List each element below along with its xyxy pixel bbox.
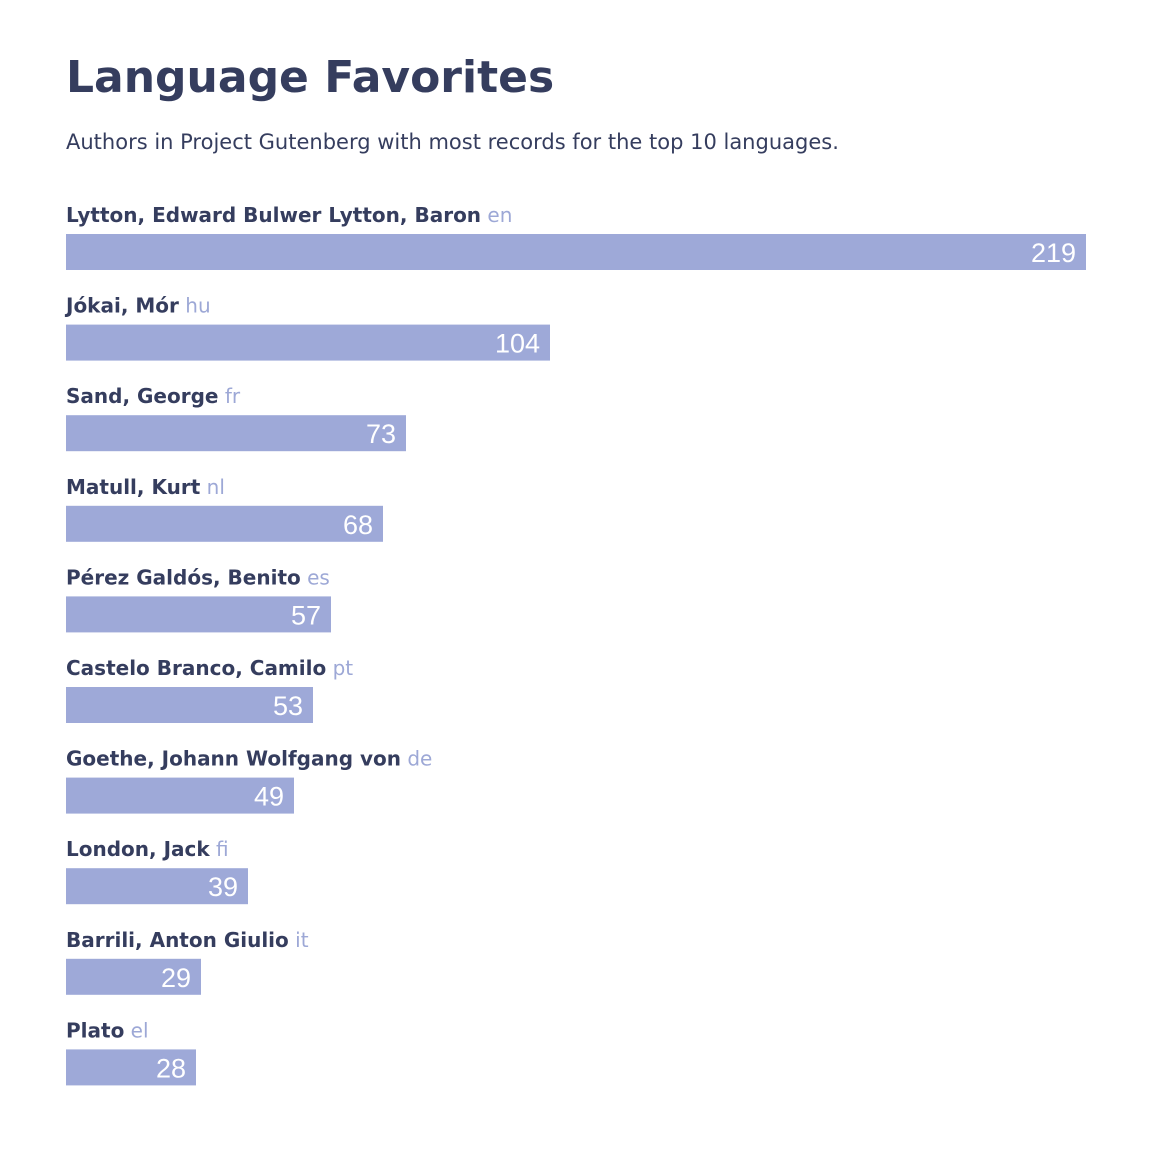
category-label: Castelo Branco, Camilo pt (66, 656, 353, 680)
value-label: 39 (208, 872, 238, 902)
bar-group-0: Lytton, Edward Bulwer Lytton, Baron en 21… (66, 203, 1086, 270)
value-label: 73 (366, 419, 396, 449)
category-label: Goethe, Johann Wolfgang von de (66, 747, 432, 771)
value-label: 104 (495, 329, 540, 359)
author-name: Plato (66, 1018, 124, 1042)
language-code: de (401, 747, 432, 771)
language-code: hu (179, 294, 211, 318)
category-label: Matull, Kurt nl (66, 475, 225, 499)
category-label: Lytton, Edward Bulwer Lytton, Baron en (66, 203, 512, 227)
bar-group-5: Castelo Branco, Camilo pt 53 (66, 656, 353, 723)
language-code: fi (210, 837, 229, 861)
value-label: 49 (254, 782, 284, 812)
category-label: Pérez Galdós, Benito es (66, 565, 330, 589)
value-label: 68 (343, 510, 373, 540)
author-name: Lytton, Edward Bulwer Lytton, Baron (66, 203, 481, 227)
bar (66, 234, 1086, 270)
author-name: Sand, George (66, 384, 218, 408)
category-label: London, Jack fi (66, 837, 229, 861)
language-code: el (124, 1018, 148, 1042)
author-name: Castelo Branco, Camilo (66, 656, 326, 680)
bar (66, 505, 383, 542)
author-name: Matull, Kurt (66, 475, 201, 499)
language-code: es (301, 565, 330, 589)
language-code: it (289, 928, 309, 952)
bar-group-6: Goethe, Johann Wolfgang von de 49 (66, 747, 432, 814)
author-name: Barrili, Anton Giulio (66, 928, 289, 952)
bar-group-3: Matull, Kurt nl 68 (66, 475, 383, 542)
bar (66, 958, 201, 995)
category-label: Jókai, Mór hu (64, 294, 211, 318)
language-code: en (481, 203, 512, 227)
author-name: Goethe, Johann Wolfgang von (66, 747, 401, 771)
author-name: Jókai, Mór (64, 294, 179, 318)
bar-group-2: Sand, George fr 73 (66, 384, 406, 452)
bar-group-7: London, Jack fi 39 (66, 837, 248, 905)
chart-title: Language Favorites (66, 52, 555, 103)
chart-subtitle: Authors in Project Gutenberg with most r… (66, 130, 839, 154)
language-code: fr (218, 384, 240, 408)
bar (66, 868, 248, 905)
author-name: Pérez Galdós, Benito (66, 565, 301, 589)
bar-group-9: Plato el 28 (66, 1018, 196, 1086)
value-label: 53 (273, 691, 303, 721)
value-label: 57 (291, 600, 321, 630)
value-label: 219 (1031, 238, 1076, 268)
value-label: 29 (161, 963, 191, 993)
bar (66, 687, 313, 723)
bar (66, 324, 550, 361)
bar (66, 1049, 196, 1086)
value-label: 28 (156, 1053, 186, 1083)
category-label: Sand, George fr (66, 384, 241, 408)
category-label: Plato el (66, 1018, 149, 1042)
category-label: Barrili, Anton Giulio it (66, 928, 309, 952)
bar (66, 415, 406, 452)
author-name: London, Jack (66, 837, 210, 861)
bar (66, 777, 294, 814)
bar-group-1: Jókai, Mór hu 104 (64, 294, 550, 361)
bar (66, 596, 331, 633)
bar-group-4: Pérez Galdós, Benito es 57 (66, 565, 331, 633)
language-code: pt (326, 656, 353, 680)
bar-group-8: Barrili, Anton Giulio it 29 (66, 928, 309, 995)
language-code: nl (200, 475, 225, 499)
